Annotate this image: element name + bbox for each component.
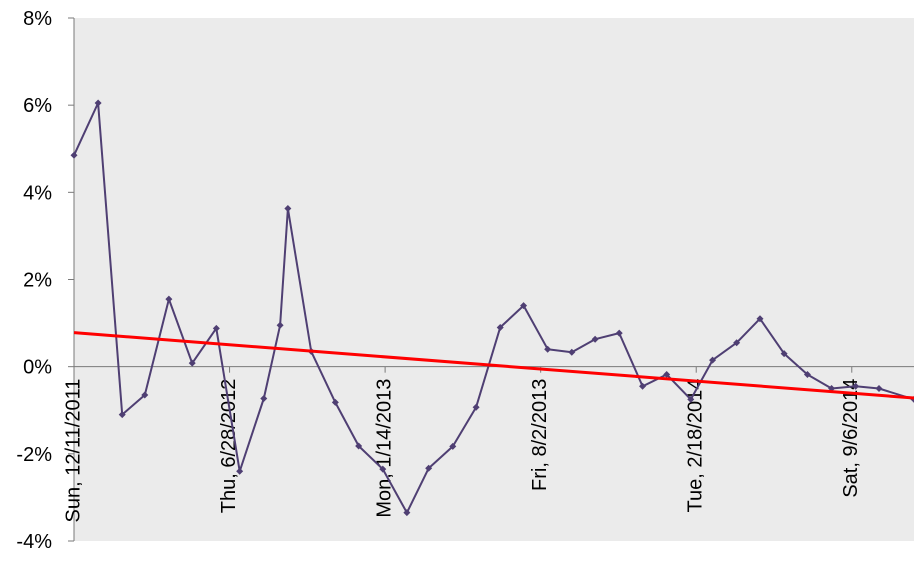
y-tick-label: -4%	[16, 531, 52, 553]
y-tick-label: 6%	[23, 95, 52, 117]
x-tick-label: Tue, 2/18/2014	[685, 379, 707, 513]
y-tick-label: 0%	[23, 357, 52, 379]
plot-area	[74, 18, 914, 541]
y-tick-label: 8%	[23, 8, 52, 30]
x-tick-label: Fri, 8/2/2013	[529, 379, 551, 491]
x-tick-label: Mon, 1/14/2013	[373, 379, 395, 518]
y-tick-label: -2%	[16, 444, 52, 466]
x-tick-label: Sat, 9/6/2014	[840, 379, 862, 498]
y-tick-label: 2%	[23, 270, 52, 292]
x-tick-label: Sun, 12/11/2011	[62, 379, 84, 523]
y-tick-label: 4%	[23, 182, 52, 204]
